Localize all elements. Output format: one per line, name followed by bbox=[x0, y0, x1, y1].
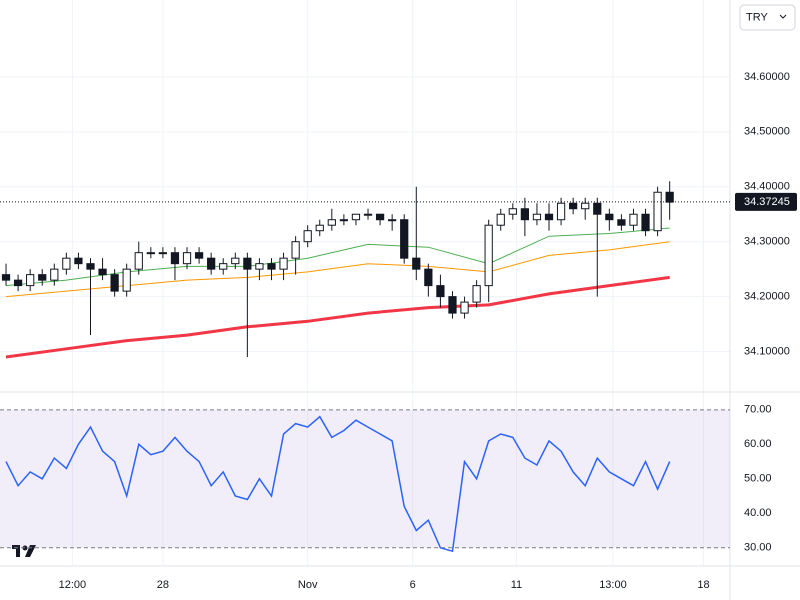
candle-body bbox=[641, 213, 650, 232]
candle-body bbox=[50, 268, 59, 281]
x-tick-label: 6 bbox=[410, 579, 416, 591]
rsi-tick-label: 40.00 bbox=[744, 507, 772, 519]
x-tick-label: 28 bbox=[157, 579, 169, 591]
candle-body bbox=[508, 208, 517, 215]
candle-body bbox=[351, 213, 361, 221]
x-tick-label: 13:00 bbox=[599, 579, 627, 591]
moving-average bbox=[5, 275, 670, 359]
dropdown-chevron bbox=[779, 14, 787, 19]
candle-body bbox=[267, 263, 276, 270]
candle-body bbox=[315, 224, 324, 232]
candle-body bbox=[665, 191, 674, 203]
candle-body bbox=[520, 208, 529, 221]
candle-body bbox=[460, 301, 469, 314]
candle-body bbox=[436, 285, 445, 298]
x-tick-label: Nov bbox=[298, 579, 318, 591]
rsi-band bbox=[0, 409, 730, 548]
candle-body bbox=[86, 263, 95, 270]
candle-body bbox=[207, 257, 216, 270]
y-tick-label: 34.50000 bbox=[744, 126, 790, 138]
candle-body bbox=[544, 213, 554, 221]
candle-body bbox=[279, 257, 288, 270]
candle-body bbox=[605, 213, 614, 221]
candle-body bbox=[13, 279, 23, 287]
candle-body bbox=[617, 219, 626, 226]
y-tick-label: 34.20000 bbox=[744, 291, 790, 303]
candle-body bbox=[400, 219, 409, 259]
candle-body bbox=[291, 241, 300, 259]
candle-body bbox=[532, 213, 542, 221]
candle-body bbox=[375, 213, 385, 221]
candle-body bbox=[134, 252, 143, 270]
candle-body bbox=[38, 274, 47, 281]
x-tick-label: 18 bbox=[697, 579, 709, 591]
candle-body bbox=[243, 257, 252, 270]
currency-dropdown[interactable] bbox=[739, 4, 796, 31]
candle-body bbox=[74, 257, 83, 265]
y-tick-label: 34.60000 bbox=[744, 71, 790, 83]
candle-body bbox=[556, 202, 566, 221]
candle-body bbox=[255, 263, 264, 270]
x-tick-label: 11 bbox=[511, 579, 522, 591]
candle-body bbox=[472, 285, 481, 303]
candle-body bbox=[98, 268, 107, 276]
candle-body bbox=[158, 252, 168, 255]
last-price-label: 34.37245 bbox=[744, 196, 790, 208]
candle-body bbox=[412, 257, 421, 270]
rsi-tick-label: 70.00 bbox=[744, 404, 772, 416]
candle-body bbox=[303, 230, 312, 243]
candle-body bbox=[424, 268, 433, 287]
y-tick-label: 34.40000 bbox=[744, 181, 790, 193]
candle-body bbox=[363, 213, 373, 216]
candle-body bbox=[231, 257, 240, 265]
candle-body bbox=[339, 219, 349, 222]
rsi-tick-label: 30.00 bbox=[744, 542, 772, 554]
candle-body bbox=[581, 202, 590, 210]
candle-body bbox=[1, 274, 11, 281]
candle-body bbox=[496, 213, 505, 226]
rsi-line bbox=[5, 415, 671, 553]
y-tick-label: 34.30000 bbox=[744, 236, 790, 248]
candle-body bbox=[629, 213, 638, 226]
candle-body bbox=[194, 252, 204, 259]
last-price-box bbox=[735, 192, 797, 211]
candle-body bbox=[448, 296, 457, 314]
candle-body bbox=[484, 224, 493, 287]
candle-body bbox=[388, 219, 397, 222]
candle-body bbox=[569, 202, 578, 210]
candle-body bbox=[182, 252, 192, 265]
candle-body bbox=[146, 252, 155, 255]
candle-body bbox=[122, 268, 131, 292]
y-tick-label: 34.10000 bbox=[744, 345, 790, 357]
rsi-tick-label: 50.00 bbox=[744, 473, 772, 485]
moving-average bbox=[5, 227, 670, 287]
candle-body bbox=[62, 257, 71, 270]
candle-body bbox=[653, 191, 662, 232]
rsi-tick-label: 60.00 bbox=[744, 438, 772, 450]
candle-body bbox=[170, 252, 180, 265]
currency-label: TRY bbox=[746, 11, 768, 23]
x-tick-label: 12:00 bbox=[59, 579, 87, 591]
candle-body bbox=[593, 202, 602, 215]
candle-body bbox=[26, 274, 35, 287]
candle-body bbox=[219, 263, 228, 270]
candle-body bbox=[327, 219, 336, 226]
candle-body bbox=[110, 274, 119, 292]
